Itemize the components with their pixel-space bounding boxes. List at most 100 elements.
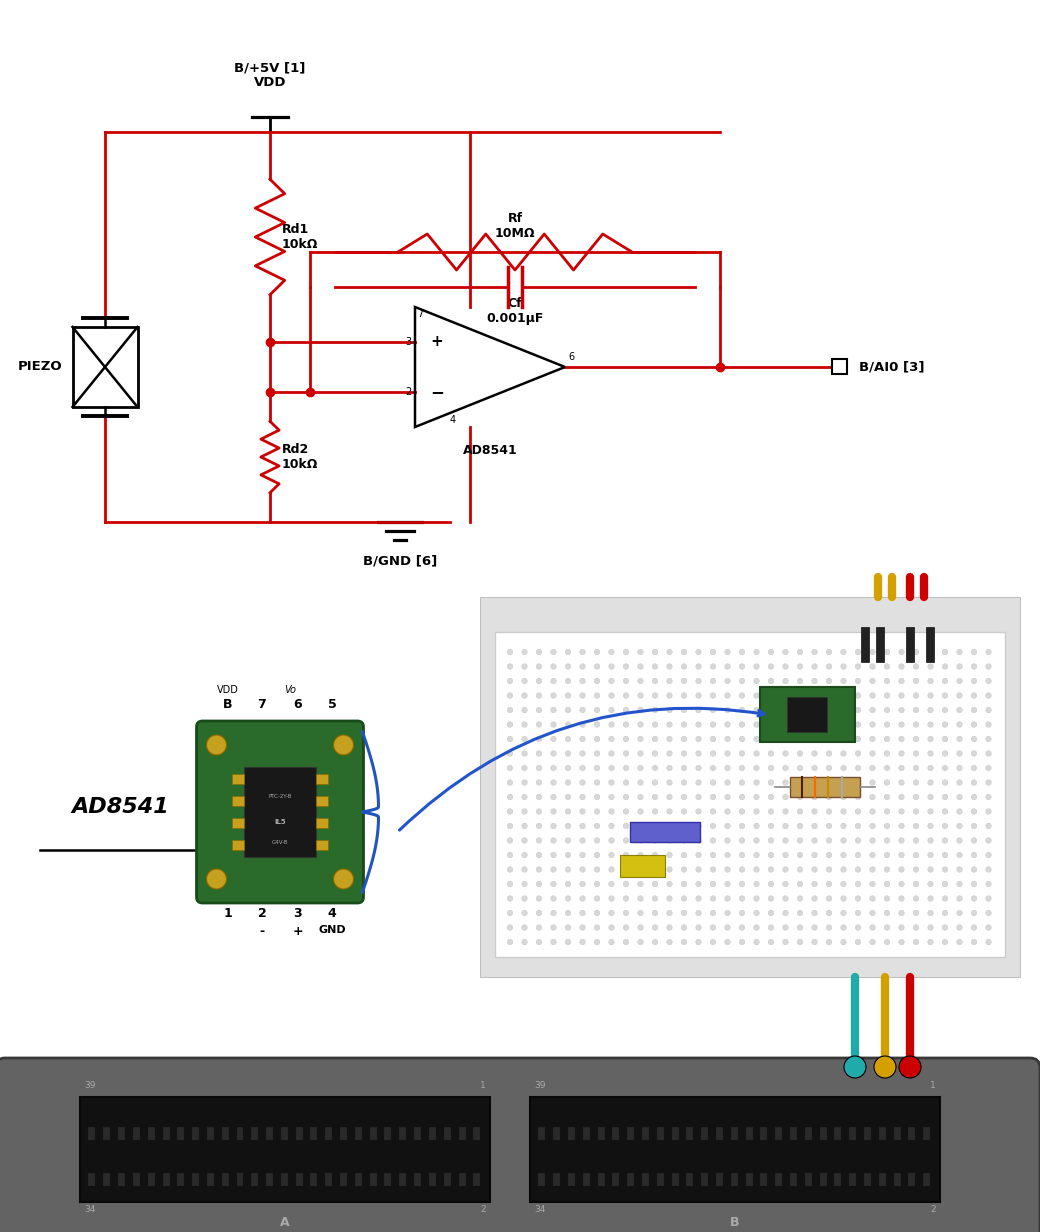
Circle shape [681, 838, 686, 843]
Bar [760, 1173, 768, 1186]
Circle shape [725, 765, 730, 771]
Circle shape [855, 664, 861, 669]
Bar [672, 1127, 679, 1140]
Circle shape [826, 750, 832, 756]
Circle shape [899, 866, 905, 872]
Circle shape [710, 881, 716, 887]
Circle shape [899, 823, 905, 829]
Circle shape [942, 808, 947, 814]
Circle shape [696, 692, 701, 699]
Bar [906, 627, 914, 662]
Circle shape [769, 765, 774, 771]
Bar [473, 1173, 480, 1186]
Circle shape [869, 750, 876, 756]
Circle shape [522, 853, 527, 857]
Circle shape [725, 939, 730, 945]
Circle shape [594, 707, 600, 713]
Circle shape [942, 722, 947, 727]
Circle shape [565, 795, 571, 800]
Circle shape [986, 866, 991, 872]
Circle shape [754, 722, 759, 727]
Circle shape [565, 881, 571, 887]
Bar [252, 1127, 258, 1140]
Circle shape [739, 678, 745, 684]
Circle shape [971, 664, 977, 669]
Circle shape [971, 649, 977, 654]
Circle shape [594, 722, 600, 727]
Bar [444, 1173, 450, 1186]
Circle shape [623, 649, 629, 654]
Circle shape [913, 678, 918, 684]
Circle shape [957, 722, 962, 727]
Circle shape [754, 910, 759, 915]
Circle shape [537, 838, 542, 843]
Bar [162, 1173, 170, 1186]
Circle shape [725, 896, 730, 902]
Circle shape [551, 881, 556, 887]
Bar [760, 1127, 768, 1140]
Circle shape [739, 910, 745, 915]
Circle shape [869, 808, 876, 814]
Circle shape [551, 722, 556, 727]
Circle shape [608, 823, 615, 829]
Text: B: B [224, 699, 233, 711]
Text: Cf
0.001μF: Cf 0.001μF [487, 297, 544, 325]
Bar [893, 1173, 901, 1186]
Circle shape [681, 925, 686, 930]
Bar [760, 687, 855, 742]
Circle shape [522, 664, 527, 669]
Circle shape [638, 808, 644, 814]
Bar [232, 796, 244, 806]
Circle shape [508, 853, 513, 857]
Circle shape [971, 750, 977, 756]
Circle shape [798, 823, 803, 829]
Circle shape [754, 707, 759, 713]
Circle shape [884, 707, 890, 713]
Circle shape [681, 910, 686, 915]
Circle shape [739, 823, 745, 829]
Bar [787, 697, 828, 732]
Circle shape [696, 649, 701, 654]
Circle shape [725, 838, 730, 843]
Circle shape [971, 780, 977, 785]
Circle shape [579, 910, 586, 915]
Circle shape [754, 808, 759, 814]
Circle shape [928, 823, 933, 829]
Bar [192, 1127, 199, 1140]
Circle shape [508, 910, 513, 915]
Circle shape [826, 910, 832, 915]
Circle shape [739, 737, 745, 742]
Circle shape [840, 765, 847, 771]
Bar [244, 768, 316, 857]
Circle shape [652, 838, 657, 843]
Bar [657, 1127, 664, 1140]
Circle shape [638, 838, 644, 843]
Circle shape [811, 853, 817, 857]
Circle shape [928, 896, 933, 902]
Circle shape [696, 939, 701, 945]
Bar [850, 1173, 856, 1186]
Text: 39: 39 [534, 1082, 546, 1090]
Circle shape [623, 853, 629, 857]
Circle shape [696, 823, 701, 829]
Bar [879, 1127, 886, 1140]
Circle shape [710, 765, 716, 771]
Circle shape [942, 823, 947, 829]
Circle shape [913, 881, 918, 887]
Circle shape [739, 925, 745, 930]
Circle shape [652, 664, 657, 669]
Text: Rf
10MΩ: Rf 10MΩ [495, 212, 536, 240]
Text: 1: 1 [480, 1082, 486, 1090]
Circle shape [681, 939, 686, 945]
Bar [232, 818, 244, 828]
Circle shape [942, 910, 947, 915]
Circle shape [884, 939, 890, 945]
Bar [207, 1127, 214, 1140]
Circle shape [594, 692, 600, 699]
Circle shape [884, 692, 890, 699]
Circle shape [710, 896, 716, 902]
Circle shape [811, 866, 817, 872]
Circle shape [667, 780, 672, 785]
Circle shape [928, 649, 933, 654]
Bar [701, 1173, 708, 1186]
